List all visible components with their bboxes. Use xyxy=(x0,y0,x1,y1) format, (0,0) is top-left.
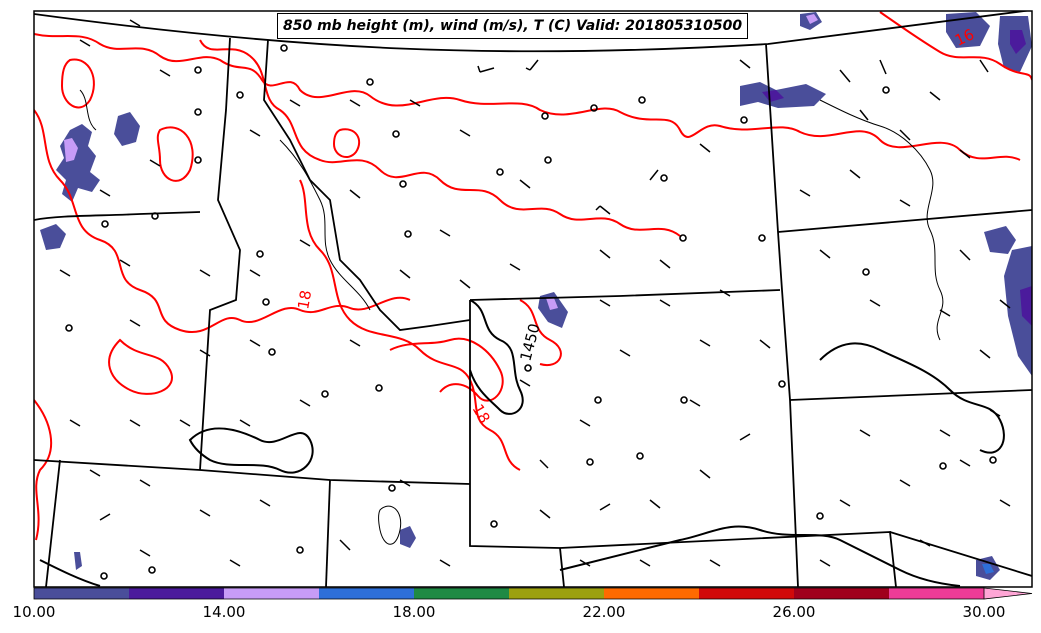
colorbar-segment xyxy=(319,588,415,599)
colorbar-tick-label: 10.00 xyxy=(12,603,56,621)
map-frame xyxy=(33,10,1033,588)
height-contour-label-1450: 1450 xyxy=(516,321,543,363)
colorbar-segment xyxy=(34,588,130,599)
colorbar-tick-label: 14.00 xyxy=(202,603,246,621)
wind-speed-shading xyxy=(40,12,1032,580)
colorbar-segment xyxy=(889,588,985,599)
colorbar-segment xyxy=(509,588,605,599)
calm-wind-circles xyxy=(65,44,997,580)
colorbar-extension xyxy=(983,587,1033,600)
colorbar-segment xyxy=(794,588,890,599)
colorbar-tick-label: 18.00 xyxy=(392,603,436,621)
temperature-contours xyxy=(34,11,1032,541)
state-borders xyxy=(34,11,1032,587)
colorbar-segment xyxy=(699,588,795,599)
colorbar-segment xyxy=(129,588,225,599)
rivers-and-lakes xyxy=(79,89,944,545)
colorbar-segment xyxy=(604,588,700,599)
colorbar-tick-label: 30.00 xyxy=(962,603,1006,621)
colorbar-outline xyxy=(33,587,984,600)
wind-barbs xyxy=(59,19,1011,567)
colorbar-tick-label: 26.00 xyxy=(772,603,816,621)
height-contours xyxy=(39,299,1005,587)
colorbar-segment xyxy=(414,588,510,599)
temp-contour-label-18-south: 18 xyxy=(469,401,494,427)
temp-contour-label-18-west: 18 xyxy=(294,289,315,311)
map-title: 850 mb height (m), wind (m/s), T (C) Val… xyxy=(277,13,749,39)
colorbar-segment xyxy=(224,588,320,599)
colorbar-tick-label: 22.00 xyxy=(582,603,626,621)
colorbar xyxy=(33,587,1033,600)
